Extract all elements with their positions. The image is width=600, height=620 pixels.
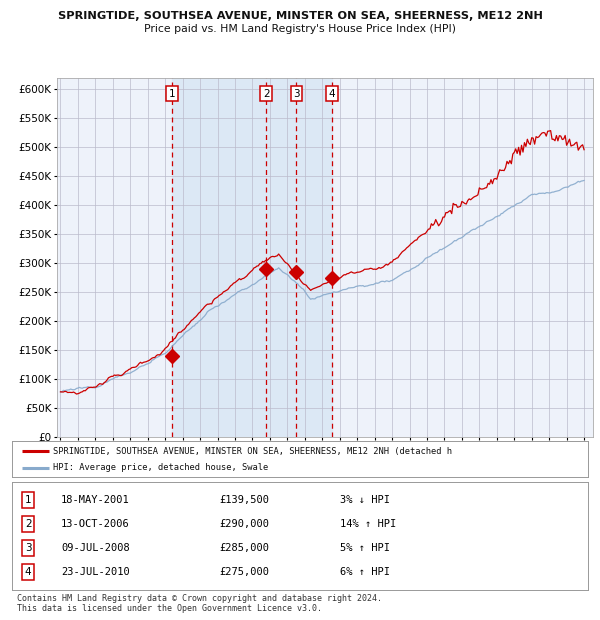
Text: 3% ↓ HPI: 3% ↓ HPI — [340, 495, 391, 505]
Text: 4: 4 — [329, 89, 335, 99]
Text: 13-OCT-2006: 13-OCT-2006 — [61, 519, 130, 529]
Text: 5% ↑ HPI: 5% ↑ HPI — [340, 543, 391, 553]
Text: This data is licensed under the Open Government Licence v3.0.: This data is licensed under the Open Gov… — [17, 604, 322, 613]
Text: £139,500: £139,500 — [220, 495, 269, 505]
Text: 14% ↑ HPI: 14% ↑ HPI — [340, 519, 397, 529]
Text: 18-MAY-2001: 18-MAY-2001 — [61, 495, 130, 505]
Text: 1: 1 — [25, 495, 31, 505]
Text: 3: 3 — [25, 543, 31, 553]
Text: Price paid vs. HM Land Registry's House Price Index (HPI): Price paid vs. HM Land Registry's House … — [144, 24, 456, 33]
Text: HPI: Average price, detached house, Swale: HPI: Average price, detached house, Swal… — [53, 463, 269, 472]
Text: 1: 1 — [169, 89, 175, 99]
Text: Contains HM Land Registry data © Crown copyright and database right 2024.: Contains HM Land Registry data © Crown c… — [17, 594, 382, 603]
Text: £290,000: £290,000 — [220, 519, 269, 529]
Text: 2: 2 — [263, 89, 269, 99]
Text: 3: 3 — [293, 89, 300, 99]
Text: £285,000: £285,000 — [220, 543, 269, 553]
Text: 2: 2 — [25, 519, 31, 529]
Text: £275,000: £275,000 — [220, 567, 269, 577]
Text: SPRINGTIDE, SOUTHSEA AVENUE, MINSTER ON SEA, SHEERNESS, ME12 2NH: SPRINGTIDE, SOUTHSEA AVENUE, MINSTER ON … — [58, 11, 542, 21]
Text: SPRINGTIDE, SOUTHSEA AVENUE, MINSTER ON SEA, SHEERNESS, ME12 2NH (detached h: SPRINGTIDE, SOUTHSEA AVENUE, MINSTER ON … — [53, 446, 452, 456]
Text: 09-JUL-2008: 09-JUL-2008 — [61, 543, 130, 553]
Bar — [172, 78, 332, 437]
Text: 4: 4 — [25, 567, 31, 577]
Text: 6% ↑ HPI: 6% ↑ HPI — [340, 567, 391, 577]
Text: 23-JUL-2010: 23-JUL-2010 — [61, 567, 130, 577]
